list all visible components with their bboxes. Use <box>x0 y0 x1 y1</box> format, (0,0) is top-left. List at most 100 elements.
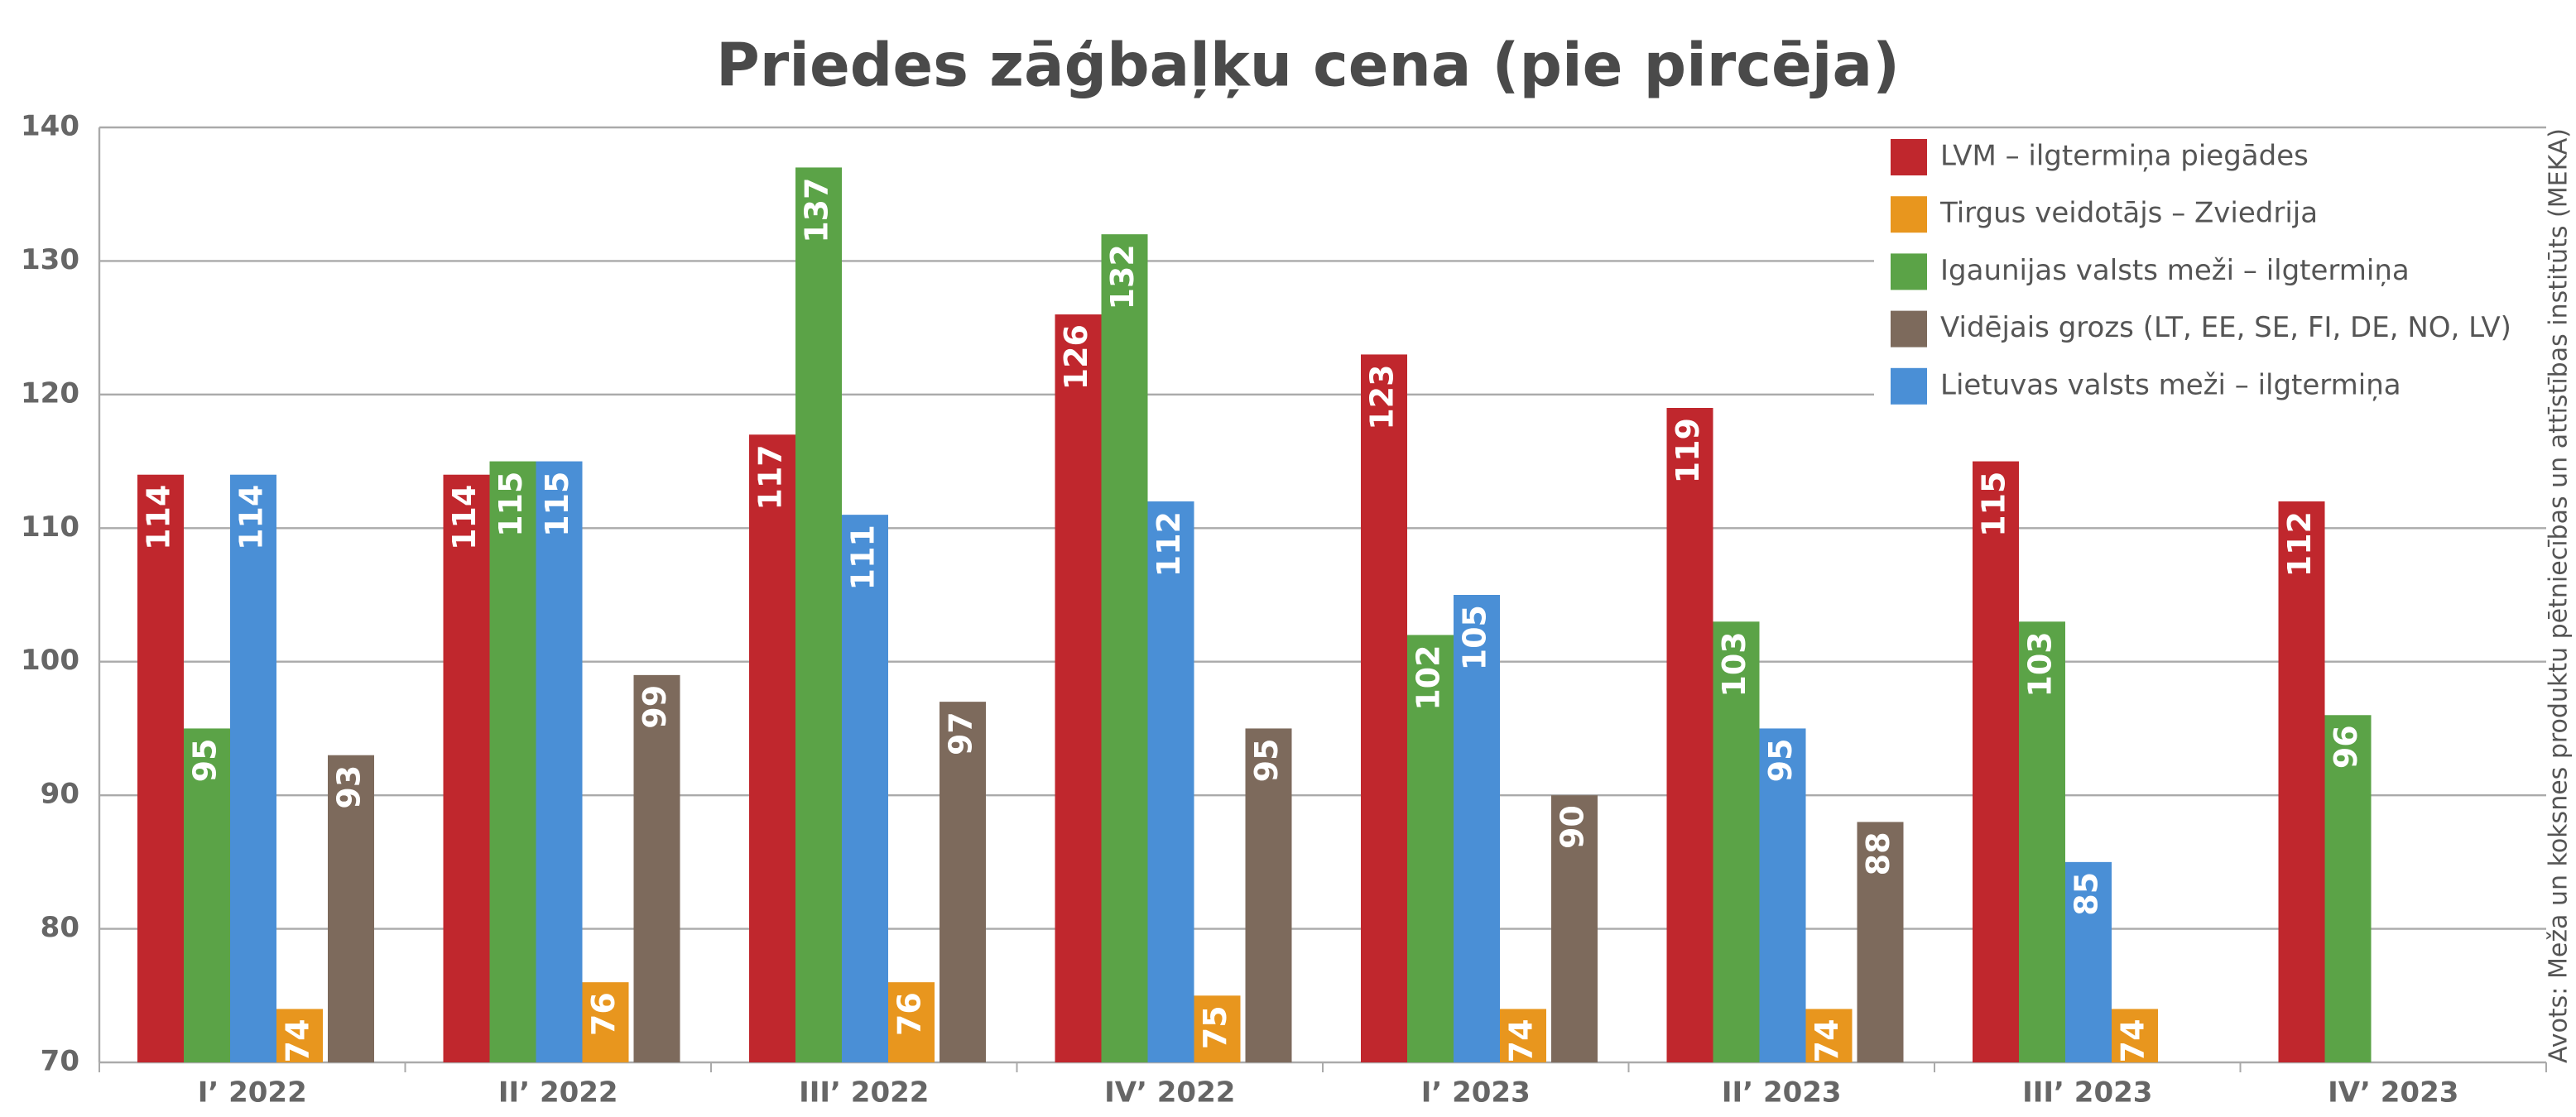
value-label: 114 <box>446 485 483 550</box>
value-label: 93 <box>331 765 368 809</box>
x-tick-label: IV’ 2023 <box>2328 1076 2458 1110</box>
bar <box>1551 795 1598 1062</box>
bar <box>137 474 184 1062</box>
x-tick-label: I’ 2022 <box>198 1076 307 1110</box>
bar <box>1500 1009 1546 1062</box>
bar <box>749 434 795 1062</box>
y-tick-label: 90 <box>41 778 79 811</box>
bar <box>2065 861 2112 1062</box>
y-tick-label: 70 <box>41 1045 79 1078</box>
value-label: 74 <box>280 1019 316 1062</box>
bar <box>1147 501 1194 1062</box>
value-label: 97 <box>943 712 979 755</box>
value-label: 90 <box>1555 805 1591 849</box>
x-tick-label: I’ 2023 <box>1421 1076 1531 1110</box>
bar <box>1973 461 2019 1062</box>
value-label: 111 <box>845 525 882 590</box>
value-label: 105 <box>1457 605 1493 670</box>
bar <box>1805 1009 1853 1062</box>
legend-label: Tirgus veidotājs – Zviedrija <box>1939 197 2318 230</box>
bar <box>1101 234 1148 1063</box>
bar <box>184 728 230 1062</box>
bar <box>1361 354 1407 1062</box>
bar <box>1759 728 1806 1062</box>
value-label: 114 <box>233 485 270 550</box>
bar <box>940 702 986 1062</box>
legend-swatch <box>1891 310 1927 348</box>
value-label: 117 <box>752 444 789 510</box>
value-label: 112 <box>2281 511 2318 577</box>
bar <box>489 461 536 1062</box>
y-tick-label: 80 <box>41 911 79 944</box>
value-label: 103 <box>2022 631 2059 697</box>
bar <box>328 755 374 1062</box>
bar <box>842 515 888 1062</box>
value-label: 96 <box>2328 725 2364 769</box>
bar <box>1055 314 1102 1062</box>
x-tick-label: II’ 2022 <box>498 1076 618 1110</box>
x-tick-label: IV’ 2022 <box>1104 1076 1235 1110</box>
legend-label: LVM – ilgtermiņa piegādes <box>1940 140 2309 173</box>
value-label: 126 <box>1058 324 1094 390</box>
bar <box>536 461 583 1062</box>
value-label: 85 <box>2069 872 2105 916</box>
value-label: 95 <box>187 738 223 782</box>
bar <box>795 167 842 1062</box>
x-tick-label: III’ 2022 <box>799 1076 929 1110</box>
value-label: 114 <box>141 485 177 550</box>
legend-swatch <box>1891 196 1927 233</box>
bar <box>1713 621 1760 1062</box>
legend-label: Igaunijas valsts meži – ilgtermiņa <box>1940 254 2410 287</box>
value-label: 74 <box>2115 1019 2151 1062</box>
bar <box>2019 621 2065 1062</box>
value-label: 112 <box>1151 511 1187 577</box>
bar <box>2278 501 2325 1062</box>
legend-swatch <box>1891 367 1927 405</box>
bar <box>2324 715 2372 1062</box>
bar <box>582 982 629 1062</box>
bar <box>1407 635 1454 1062</box>
value-label: 95 <box>1762 738 1799 782</box>
value-label: 95 <box>1248 738 1285 782</box>
value-label: 103 <box>1716 631 1752 697</box>
value-label: 119 <box>1670 418 1706 483</box>
value-label: 137 <box>799 177 835 242</box>
bar <box>1666 408 1713 1062</box>
legend-swatch <box>1891 253 1927 290</box>
legend-label: Vidējais grozs (LT, EE, SE, FI, DE, NO, … <box>1940 311 2511 344</box>
legend-label: Lietuvas valsts meži – ilgtermiņa <box>1940 368 2401 401</box>
chart-title: Priedes zāģbaļķu cena (pie pircēja) <box>716 31 1900 100</box>
y-tick-label: 130 <box>21 243 79 276</box>
bar <box>1194 995 1241 1062</box>
value-label: 75 <box>1197 1005 1233 1049</box>
bar <box>2112 1009 2158 1062</box>
bar <box>276 1009 323 1062</box>
bar <box>1454 595 1500 1062</box>
bar <box>1245 728 1292 1062</box>
value-label: 123 <box>1364 364 1401 429</box>
value-label: 74 <box>1503 1019 1540 1062</box>
value-label: 88 <box>1860 832 1896 875</box>
bar <box>230 474 276 1062</box>
legend-box <box>1874 129 2546 427</box>
value-label: 132 <box>1104 244 1141 309</box>
value-label: 115 <box>1976 472 2012 537</box>
value-label: 115 <box>493 472 529 537</box>
x-tick-label: III’ 2023 <box>2022 1076 2152 1110</box>
bar <box>443 474 490 1062</box>
bar <box>888 982 935 1062</box>
x-tick-label: II’ 2023 <box>1722 1076 1842 1110</box>
y-tick-label: 110 <box>21 511 79 544</box>
value-label: 99 <box>637 685 673 729</box>
y-tick-label: 120 <box>21 376 79 410</box>
y-tick-label: 140 <box>21 110 79 143</box>
value-label: 102 <box>1411 645 1447 710</box>
bar <box>1857 822 1904 1062</box>
bar <box>633 674 680 1062</box>
source-note: Avots: Meža un koksnes produktu pētniecī… <box>2545 128 2574 1063</box>
value-label: 76 <box>892 992 928 1036</box>
value-label: 74 <box>1809 1019 1845 1062</box>
bars: 114 114 117 126 123 119 115 112 74 76 76 75 74 74 74 95… <box>137 167 2372 1062</box>
y-tick-label: 100 <box>21 644 79 677</box>
